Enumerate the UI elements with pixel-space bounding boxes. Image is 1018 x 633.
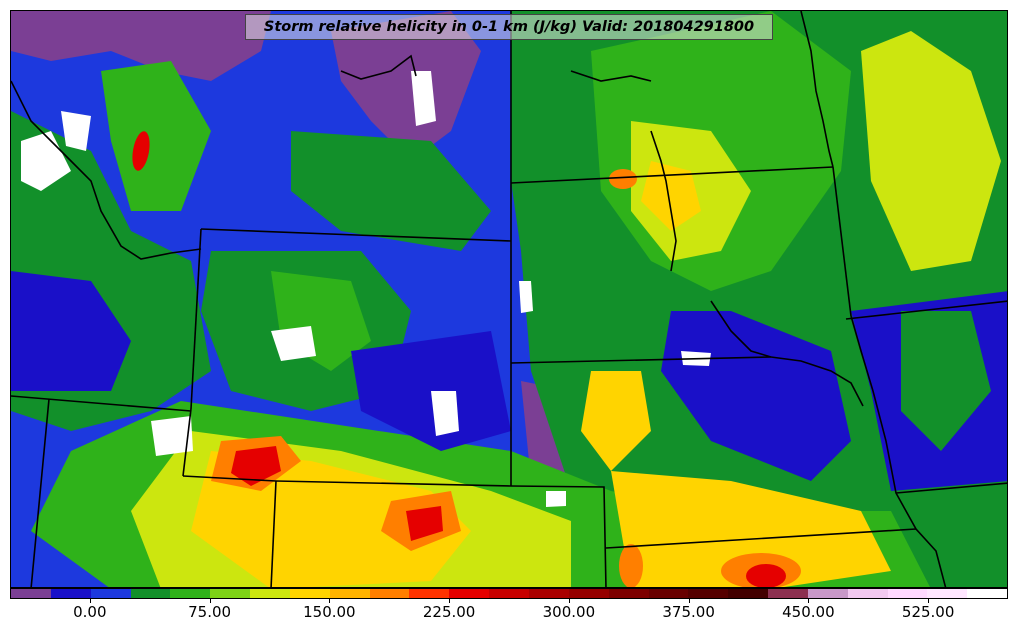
region-white [431,391,459,436]
region-negative [331,11,481,161]
region-bright-green [101,61,211,211]
colorbar-segment [608,589,649,598]
colorbar-segment [967,589,1008,598]
colorbar-segment [887,589,928,598]
border-ut-wy-west [182,408,192,477]
colorbar [10,588,1008,599]
helicity-contour-map [11,11,1007,587]
colorbar-tick-mark [449,599,451,603]
colorbar-tick-mark [209,599,211,603]
colorbar-tick-mark [928,599,930,603]
colorbar-tick-mark [89,599,91,603]
colorbar-tick-mark [808,599,810,603]
colorbar-segment [927,589,968,598]
border-ia-mn [845,300,1007,320]
border-id-nv [11,395,192,412]
map-title: Storm relative helicity in 0-1 km (J/kg)… [263,19,755,35]
colorbar-tick-label: 75.00 [188,603,232,621]
border-nv-ut [30,398,50,587]
border-ut-co-north [182,475,277,482]
colorbar-segment [369,589,410,598]
border-id-wy [190,228,202,410]
region-green [291,131,491,251]
colorbar-ticks: 0.00 75.00 150.00 225.00 300.00 375.00 450.00 5… [10,599,1008,633]
colorbar-tick-label: 150.00 [303,603,356,621]
colorbar-segment [528,589,569,598]
colorbar-tick-label: 375.00 [662,603,715,621]
region-red [231,446,281,486]
region-white [271,326,316,361]
map-title-box: Storm relative helicity in 0-1 km (J/kg)… [245,14,773,40]
river-sd [710,300,772,358]
colorbar-segment [210,589,251,598]
border-wy-co [275,480,512,487]
border-co-ne [510,485,607,587]
colorbar-segment [449,589,490,598]
colorbar-segment [11,589,51,598]
lake-sakakawea [570,70,652,82]
region-white [519,281,533,313]
colorbar-segment [90,589,131,598]
colorbar-tick-label: 0.00 [73,603,107,621]
colorbar-segment [568,589,609,598]
region-white [546,491,566,507]
colorbar-tick-label: 450.00 [782,603,835,621]
region-white [21,131,71,191]
colorbar-segment [250,589,290,598]
region-white [61,111,91,151]
colorbar-segment [50,589,91,598]
river-mt [340,54,417,80]
border-ne-ks [605,528,917,549]
colorbar-segment [130,589,171,598]
region-orange [619,544,643,587]
colorbar-tick-label: 300.00 [542,603,596,621]
border-nd-sd [510,166,834,184]
colorbar-segment [289,589,330,598]
colorbar-segment [688,589,729,598]
colorbar-segment [329,589,370,598]
colorbar-segment [648,589,689,598]
border-missouri-river [850,315,947,587]
state-borders [11,11,1007,587]
helicity-fields [11,11,1007,587]
region-low [11,271,131,391]
border-id-mt [11,80,202,260]
border-sd-ne-river [770,356,864,407]
region-red [746,564,786,587]
colorbar-segment [489,589,529,598]
region-white [151,416,193,456]
region-white [411,71,436,126]
colorbar-segment [847,589,888,598]
border-mn-sd [832,166,852,317]
region-red-streak [132,131,150,171]
map-area [10,10,1008,588]
region-yellow [581,371,651,471]
colorbar-segment [728,589,769,598]
region-orange-peak [609,169,637,189]
colorbar-tick-mark [329,599,331,603]
colorbar-tick-label: 525.00 [901,603,955,621]
colorbar-segment [409,589,450,598]
colorbar-tick-label: 225.00 [422,603,476,621]
colorbar-segment [768,589,808,598]
region-negative [11,11,271,81]
region-yellow [641,161,701,231]
colorbar-tick-mark [688,599,690,603]
region-yellow [611,471,891,587]
region-yellow-green [861,31,1001,271]
region-red [406,506,443,541]
lake-river-nd [650,130,677,272]
colorbar-segment [807,589,848,598]
border-ut-co [270,480,277,587]
region-green [901,311,991,451]
border-nd-mn-river [800,11,834,168]
border-mt-wy [200,228,512,242]
border-sd-ne [510,356,772,364]
border-ia-mo [895,482,1007,494]
colorbar-tick-mark [568,599,570,603]
colorbar-segment [170,589,211,598]
